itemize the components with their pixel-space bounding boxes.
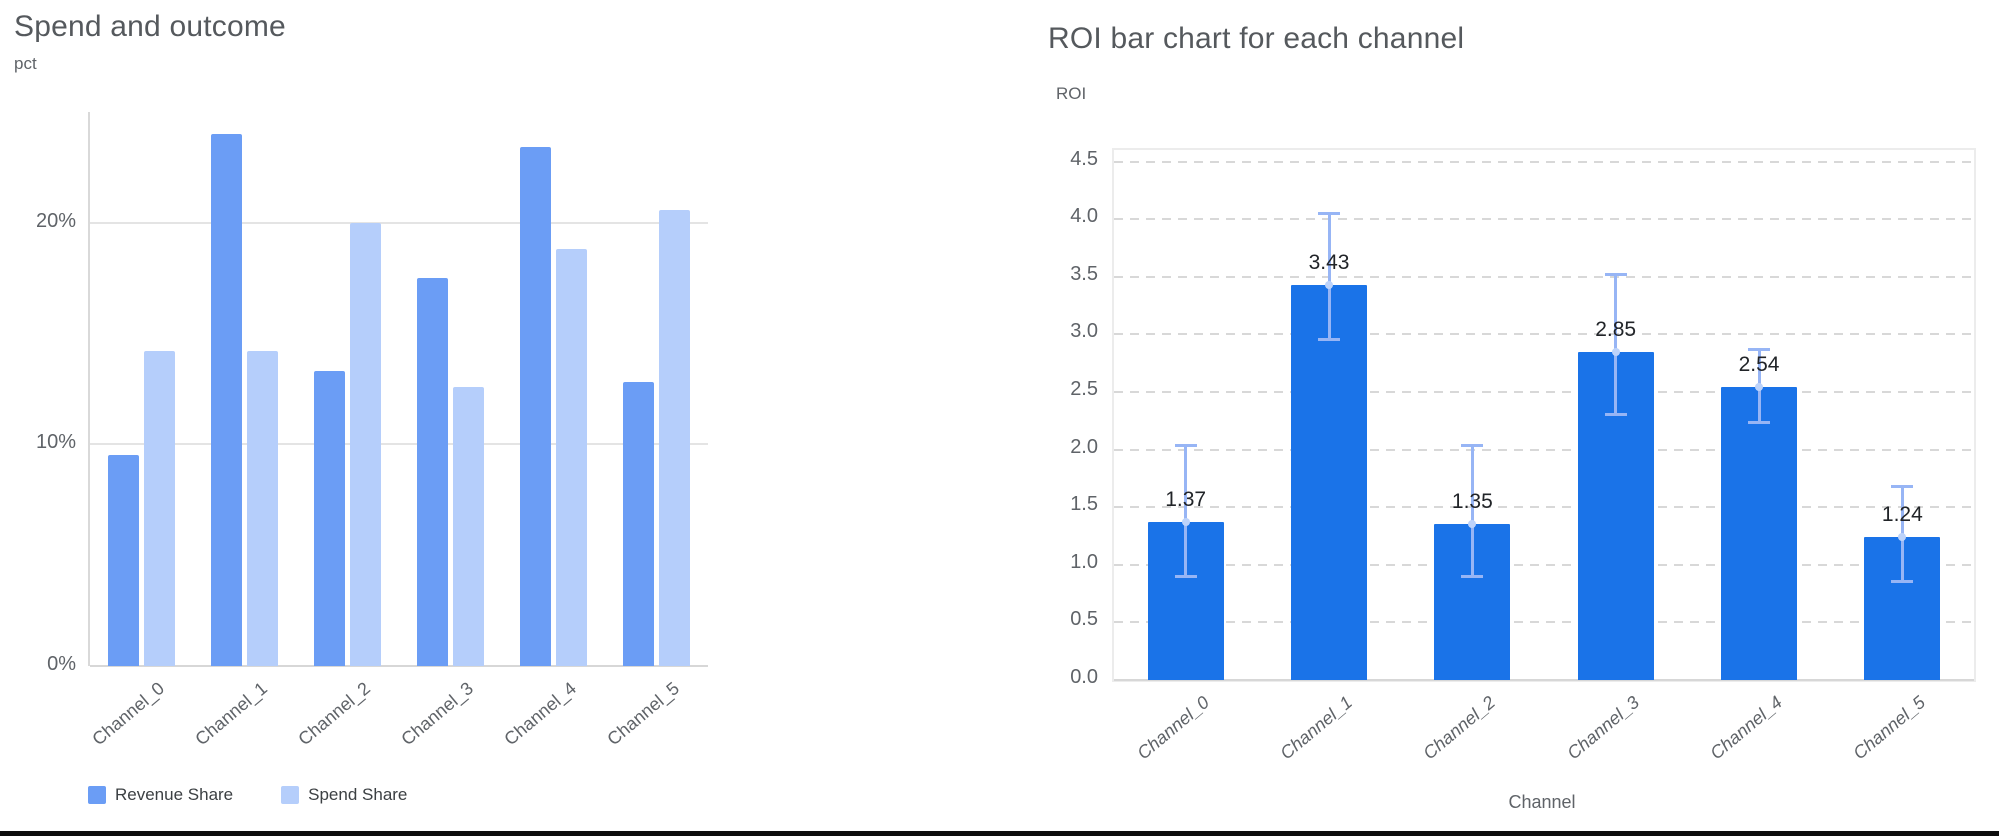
x-tick-label-channel_2: Channel_2: [294, 678, 375, 750]
bar-channel_0-revenue-share[interactable]: [108, 455, 139, 666]
bar-channel_3-spend-share[interactable]: [453, 386, 484, 666]
gridline-0.5: [1114, 621, 1974, 624]
error-cap-top-channel_3: [1604, 273, 1627, 277]
legend-label-spend-share: Spend Share: [308, 785, 408, 804]
error-mean-marker-channel_5: [1898, 533, 1907, 542]
error-cap-bottom-channel_0: [1174, 575, 1197, 579]
value-label-channel_3: 2.85: [1595, 317, 1637, 341]
x-tick-label-channel_5: Channel_5: [603, 678, 684, 750]
gridline-4.5: [1114, 160, 1974, 163]
x-tick-label-channel_0: Channel_0: [88, 678, 169, 750]
error-cap-top-channel_1: [1318, 212, 1340, 216]
value-label-channel_0: 1.37: [1165, 488, 1207, 512]
error-bar-channel_3: [1614, 274, 1618, 415]
x-tick-label-roi-channel_4: Channel_4: [1706, 692, 1786, 764]
error-mean-marker-channel_3: [1611, 347, 1620, 356]
legend: Revenue Share Spend Share: [88, 785, 407, 805]
y-tick-label-1.5: 1.5: [1070, 493, 1098, 516]
gridline-4.0: [1114, 218, 1974, 221]
value-label-channel_1: 3.43: [1308, 250, 1350, 274]
bar-roi-channel_1[interactable]: [1291, 284, 1367, 680]
gridline-0.0: [1114, 679, 1974, 681]
y-tick-label-2.5: 2.5: [1070, 377, 1098, 400]
roi-y-axis-label: ROI: [1056, 84, 1087, 103]
bar-channel_4-revenue-share[interactable]: [520, 147, 551, 666]
value-label-channel_2: 1.35: [1451, 490, 1493, 514]
x-tick-label-roi-channel_5: Channel_5: [1849, 692, 1930, 764]
roi-x-axis-label: Channel: [1508, 792, 1576, 812]
gridline-3.0: [1114, 333, 1974, 336]
x-tick-label-roi-channel_2: Channel_2: [1419, 692, 1500, 764]
gridline-1.5: [1114, 506, 1974, 509]
y-tick-label-0%: 0%: [47, 653, 76, 675]
bar-channel_5-revenue-share[interactable]: [623, 382, 654, 666]
spend-outcome-y-unit-label: pct: [14, 54, 37, 73]
bar-channel_5-spend-share[interactable]: [659, 209, 690, 666]
y-tick-label-20%: 20%: [35, 209, 76, 232]
bar-channel_1-spend-share[interactable]: [247, 351, 278, 666]
bar-roi-channel_4[interactable]: [1721, 387, 1797, 680]
x-tick-label-roi-channel_0: Channel_0: [1132, 692, 1213, 764]
error-cap-bottom-channel_3: [1604, 413, 1627, 416]
gridline-3.5: [1114, 275, 1974, 278]
error-cap-bottom-channel_5: [1891, 580, 1914, 584]
revenue-share-swatch-icon: [88, 786, 106, 804]
y-tick-label-4.0: 4.0: [1070, 205, 1098, 228]
legend-item-revenue-share[interactable]: Revenue Share: [88, 785, 233, 805]
plot-area-roi: 0.0 0.5 1.0 1.5 2.0 2.5 3.0 3.5 4.0 4.5 1.37 Channe…: [1070, 148, 1976, 763]
gridline-1.0: [1114, 563, 1974, 566]
bar-channel_2-revenue-share[interactable]: [314, 371, 345, 666]
legend-label-revenue-share: Revenue Share: [115, 785, 234, 804]
error-mean-marker-channel_2: [1468, 520, 1477, 529]
error-cap-top-channel_4: [1748, 348, 1770, 352]
value-label-channel_5: 1.24: [1881, 503, 1923, 527]
bar-channel_3-revenue-share[interactable]: [417, 278, 448, 666]
y-tick-label-4.5: 4.5: [1070, 147, 1098, 170]
gridline-20%: [90, 221, 708, 224]
legend-item-spend-share[interactable]: Spend Share: [281, 785, 407, 805]
gridline-2.0: [1114, 448, 1974, 451]
y-tick-label-3.5: 3.5: [1070, 262, 1098, 285]
error-mean-marker-channel_1: [1325, 280, 1333, 289]
bar-channel_0-spend-share[interactable]: [144, 351, 175, 666]
error-cap-bottom-channel_1: [1318, 338, 1340, 342]
error-cap-top-channel_2: [1461, 443, 1484, 447]
error-cap-bottom-channel_2: [1461, 575, 1484, 579]
value-label-channel_4: 2.54: [1738, 353, 1780, 377]
x-tick-label-channel_4: Channel_4: [500, 678, 581, 750]
bottom-rule: [0, 831, 1999, 836]
x-tick-label-roi-channel_1: Channel_1: [1276, 692, 1356, 764]
error-mean-marker-channel_0: [1181, 518, 1190, 527]
error-cap-bottom-channel_4: [1748, 421, 1770, 425]
x-tick-label-roi-channel_3: Channel_3: [1562, 692, 1643, 764]
error-bar-channel_1: [1327, 213, 1331, 341]
gridline-2.5: [1114, 390, 1974, 393]
y-tick-label-3.0: 3.0: [1070, 320, 1098, 343]
bar-channel_1-revenue-share[interactable]: [211, 134, 242, 666]
y-tick-label-0.0: 0.0: [1070, 666, 1098, 688]
x-tick-label-channel_3: Channel_3: [397, 678, 478, 750]
spend-share-swatch-icon: [281, 786, 300, 804]
roi-chart-title: ROI bar chart for each channel: [1048, 22, 1465, 55]
x-tick-label-channel_1: Channel_1: [191, 678, 272, 750]
bar-channel_4-spend-share[interactable]: [556, 249, 587, 666]
error-bar-channel_2: [1470, 444, 1474, 578]
spend-outcome-title: Spend and outcome: [14, 10, 286, 43]
bar-channel_2-spend-share[interactable]: [350, 222, 381, 666]
error-cap-top-channel_5: [1891, 485, 1914, 489]
y-tick-label-10%: 10%: [35, 431, 76, 454]
error-bar-channel_0: [1184, 444, 1188, 578]
y-tick-label-0.5: 0.5: [1070, 608, 1098, 631]
y-tick-label-1.0: 1.0: [1070, 550, 1098, 573]
gridline-10%: [90, 443, 708, 446]
error-mean-marker-channel_4: [1755, 383, 1763, 392]
plot-area-spend-outcome: 0% 10% 20% Channel_0 Channel_1 Channel_2 Chann…: [36, 112, 708, 749]
gridline-0%: [90, 665, 708, 667]
error-cap-top-channel_0: [1174, 443, 1197, 447]
y-tick-label-2.0: 2.0: [1070, 435, 1098, 458]
